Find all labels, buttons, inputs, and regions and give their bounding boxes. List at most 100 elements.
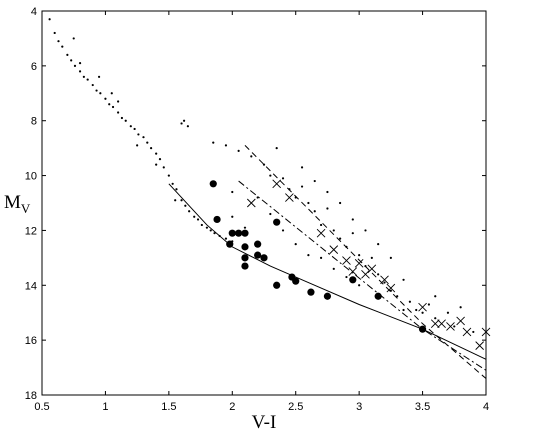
star-point (339, 237, 342, 240)
star-point (193, 215, 196, 218)
line (238, 180, 487, 371)
star-point (307, 254, 310, 257)
filled-circle-point (235, 229, 243, 237)
y-axis-label: MV (4, 192, 31, 216)
filled-circle-point (349, 276, 357, 284)
star-point (453, 325, 456, 328)
star-point (358, 254, 361, 257)
star-point (73, 64, 77, 67)
star-point (269, 212, 272, 216)
cross-point (285, 193, 294, 202)
star-point (184, 204, 187, 207)
filled-circle-point (254, 251, 262, 259)
star-point (377, 273, 380, 276)
filled-circle-point (273, 218, 281, 226)
star-point (97, 75, 101, 78)
cross-point (481, 327, 491, 337)
star-point (231, 215, 234, 218)
star-point (262, 163, 266, 166)
star-point (275, 147, 278, 150)
star-point (175, 188, 178, 191)
star-point (136, 144, 139, 147)
star-point (332, 267, 335, 270)
star-point (326, 190, 329, 194)
star-point (434, 317, 437, 320)
filled-circle-point (254, 240, 262, 248)
star-point (300, 185, 304, 188)
star-point (339, 201, 342, 205)
cross-point (272, 179, 282, 189)
y-tick-label: 10 (25, 171, 37, 183)
star-point (117, 100, 120, 103)
cross-point (246, 198, 256, 208)
filled-circle-point (323, 292, 332, 300)
star-point (200, 223, 203, 227)
star-point (66, 53, 69, 56)
star-point (82, 75, 85, 78)
star-point (205, 226, 209, 229)
star-point (117, 111, 120, 114)
star-point (427, 303, 431, 306)
star-point (313, 210, 316, 213)
y-tick-label: 12 (25, 225, 37, 237)
star-point (108, 103, 111, 106)
star-point (319, 223, 323, 227)
star-point (237, 149, 240, 152)
star-point (146, 141, 149, 144)
star-point (243, 226, 247, 229)
star-point (415, 308, 418, 312)
star-point (332, 229, 335, 232)
x-tick-label: 2 (229, 401, 235, 413)
filled-circle-point (241, 229, 249, 237)
x-tick-label: 2.5 (288, 401, 303, 413)
star-point (319, 256, 323, 259)
y-tick-label: 18 (25, 390, 37, 402)
filled-circle-point (241, 254, 249, 262)
cross-point (456, 316, 465, 326)
star-point (99, 92, 102, 95)
cross-point (386, 283, 396, 293)
star-point (326, 207, 329, 210)
star-point (72, 37, 75, 40)
star-point (313, 179, 316, 183)
star-point (408, 300, 411, 303)
star-point (212, 141, 215, 144)
x-tick-label: 3 (356, 401, 362, 413)
y-axis-label-main: M (4, 192, 21, 213)
y-tick-label: 8 (31, 116, 37, 128)
star-point (155, 152, 158, 155)
filled-circle-point (209, 180, 217, 188)
cross-point (329, 245, 339, 254)
line (168, 183, 487, 360)
star-point (351, 232, 354, 235)
cross-point (342, 256, 351, 265)
star-point (78, 70, 82, 73)
star-point (104, 97, 107, 100)
star-point (53, 31, 56, 35)
star-point (155, 163, 158, 166)
star-point (472, 330, 475, 334)
star-point (137, 133, 140, 136)
plot-frame (41, 10, 487, 396)
star-point (180, 199, 183, 202)
star-point (48, 18, 51, 21)
star-point (78, 62, 82, 65)
star-point (171, 182, 174, 185)
star-point (307, 201, 310, 205)
cross-point (354, 259, 364, 268)
star-point (383, 281, 386, 284)
star-point (133, 127, 136, 131)
star-point (300, 166, 304, 169)
star-point (345, 275, 348, 279)
star-point (162, 166, 165, 169)
filled-circle-point (213, 215, 221, 224)
x-tick-label: 4 (483, 401, 489, 413)
star-point (358, 284, 361, 287)
star-point (110, 92, 113, 95)
star-point (389, 256, 392, 259)
star-point (224, 237, 228, 240)
filled-circle-point (307, 288, 315, 296)
star-point (70, 59, 73, 62)
star-point (129, 125, 132, 128)
x-tick-label: 1.5 (161, 401, 176, 413)
